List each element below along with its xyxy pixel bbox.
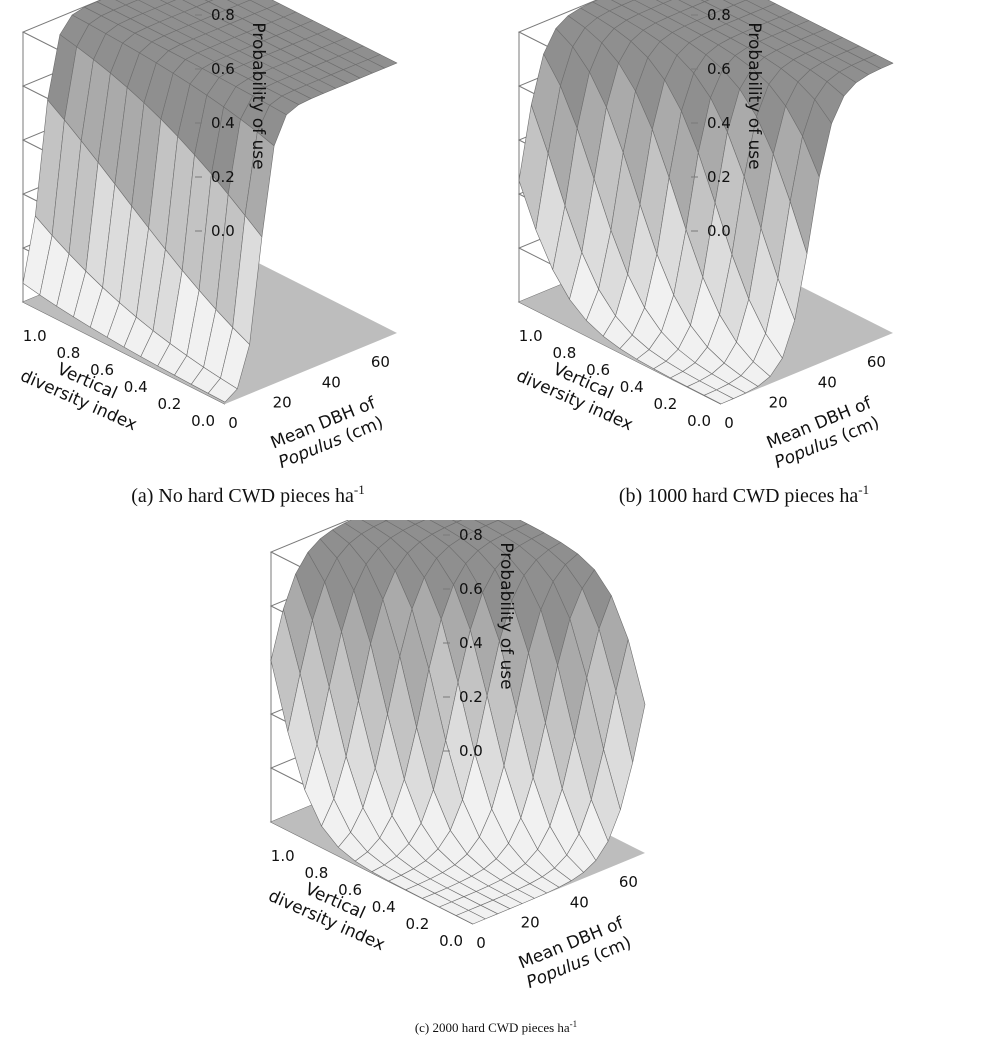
z-tick-label: 0.4	[707, 114, 731, 132]
y-tick-label: 0.4	[620, 378, 644, 396]
z-axis: 0.00.20.40.60.81.0Probability of use	[195, 6, 268, 240]
x-tick-label: 60	[371, 353, 390, 371]
surface-cell	[204, 0, 214, 3]
y-tick-label: 0.0	[687, 412, 711, 430]
panel-caption: (a) No hard CWD pieces ha-1	[131, 482, 365, 507]
z-axis-title: Probability of use	[744, 22, 764, 169]
x-tick-label: 0	[228, 414, 238, 432]
x-tick-label: 0	[476, 934, 486, 952]
surface-cell	[455, 910, 486, 925]
surface-mesh	[518, 0, 894, 405]
y-tick-label: 0.2	[653, 395, 677, 413]
z-tick-label: 0.2	[211, 168, 235, 186]
z-tick-label: 0.8	[459, 526, 483, 544]
z-tick-label: 0.8	[707, 6, 731, 24]
y-tick-label: 0.6	[90, 361, 114, 379]
x-tick-label: 60	[867, 353, 886, 371]
y-tick-label: 1.0	[271, 847, 295, 865]
z-axis-title: Probability of use	[496, 542, 516, 689]
z-tick-label: 0.2	[707, 168, 731, 186]
z-tick-label: 0.4	[211, 114, 235, 132]
z-tick-label: 0.4	[459, 634, 483, 652]
surface-chart-c: 0.0 0.2 0.4 0.6 0.8 1.0 Probability of use 0 20 4…	[248, 520, 745, 1041]
z-axis: 0.00.20.40.60.81.0Probability of use	[691, 6, 764, 240]
surface-plot-a: 0.0 0.2 0.4 0.6 0.8 1.0 Probability of use 0 20 4…	[17, 0, 398, 507]
y-tick-label: 0.4	[124, 378, 148, 396]
caption-text: (c) 2000 hard CWD pieces ha	[415, 1020, 570, 1035]
y-tick-label: 0.6	[586, 361, 610, 379]
surface-cell	[207, 377, 238, 403]
surface-cell	[655, 0, 673, 4]
y-tick-label: 0.6	[338, 881, 362, 899]
caption-superscript: -1	[570, 1019, 578, 1029]
y-tick-label: 0.8	[56, 344, 80, 362]
x-tick-label: 40	[818, 373, 837, 391]
surface-cell	[703, 389, 734, 405]
surface-chart-b: 0.0 0.2 0.4 0.6 0.8 1.0 Probability of use 0 20 4…	[496, 0, 993, 520]
surface-mesh	[22, 0, 398, 403]
panel-caption: (c) 2000 hard CWD pieces ha-1	[415, 1019, 577, 1035]
y-tick-label: 0.4	[372, 898, 396, 916]
x-tick-label: 40	[322, 373, 341, 391]
z-tick-label: 0.6	[211, 60, 235, 78]
z-tick-label: 0.2	[459, 688, 483, 706]
surface-cell	[700, 0, 710, 3]
z-tick-label: 0.8	[211, 6, 235, 24]
surface-cell	[159, 0, 177, 4]
surface-chart-a: 0.0 0.2 0.4 0.6 0.8 1.0 Probability of use 0 20 4…	[0, 0, 496, 520]
y-tick-label: 0.0	[191, 412, 215, 430]
y-tick-label: 1.0	[23, 327, 47, 345]
z-tick-label: 0.6	[707, 60, 731, 78]
x-tick-label: 20	[273, 394, 292, 412]
surface-plot-c: 0.0 0.2 0.4 0.6 0.8 1.0 Probability of use 0 20 4…	[265, 520, 646, 1035]
panel-caption: (b) 1000 hard CWD pieces ha-1	[619, 482, 869, 507]
x-tick-label: 40	[570, 893, 589, 911]
caption-text: (a) No hard CWD pieces ha	[131, 485, 354, 507]
z-tick-label: 0.0	[211, 222, 235, 240]
caption-superscript: -1	[354, 482, 365, 497]
z-tick-label: 0.6	[459, 580, 483, 598]
surface-plot-b: 0.0 0.2 0.4 0.6 0.8 1.0 Probability of use 0 20 4…	[513, 0, 894, 507]
z-axis: 0.00.20.40.60.81.0Probability of use	[443, 526, 516, 760]
caption-superscript: -1	[858, 482, 869, 497]
surface-mesh	[270, 520, 646, 925]
x-tick-label: 20	[521, 914, 540, 932]
z-axis-title: Probability of use	[248, 22, 268, 169]
x-tick-label: 20	[769, 394, 788, 412]
z-tick-label: 0.0	[459, 742, 483, 760]
y-tick-label: 0.2	[405, 915, 429, 933]
z-tick-label: 0.0	[707, 222, 731, 240]
y-tick-label: 0.8	[304, 864, 328, 882]
x-tick-label: 60	[619, 873, 638, 891]
surface-cell	[451, 520, 463, 523]
caption-text: (b) 1000 hard CWD pieces ha	[619, 485, 858, 507]
y-tick-label: 0.2	[157, 395, 181, 413]
y-tick-label: 0.0	[439, 932, 463, 950]
x-tick-label: 0	[724, 414, 734, 432]
y-tick-label: 1.0	[519, 327, 543, 345]
y-tick-label: 0.8	[552, 344, 576, 362]
